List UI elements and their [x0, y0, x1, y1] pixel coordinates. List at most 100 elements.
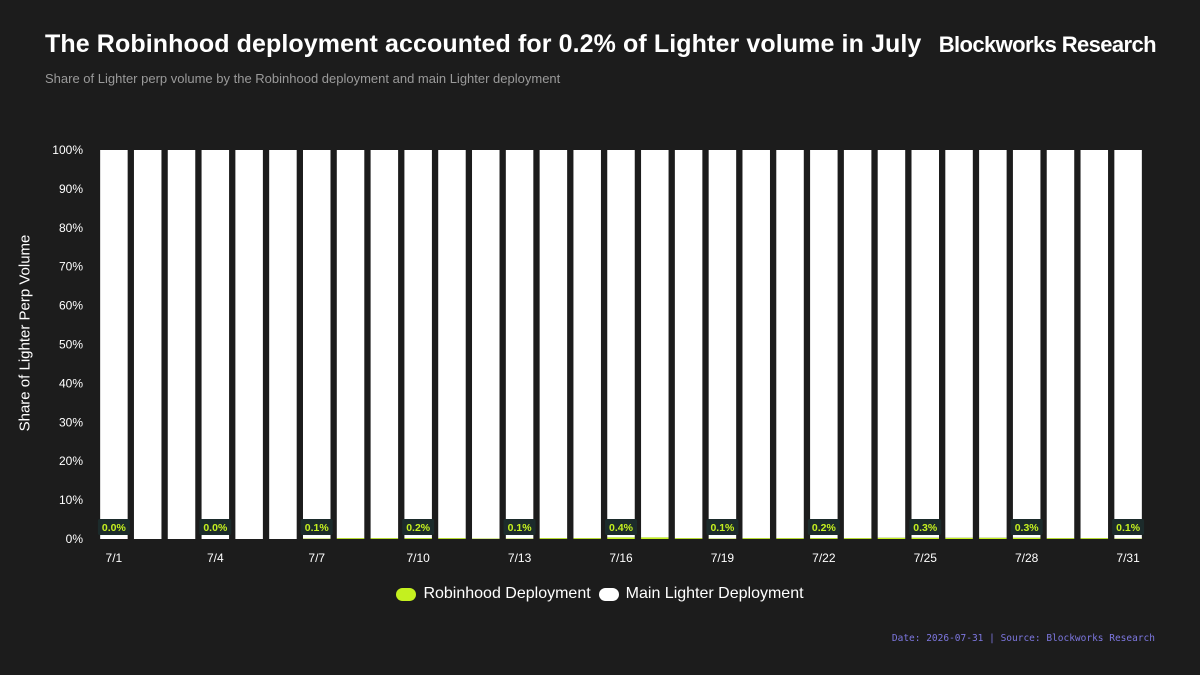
data-label: 0.3%: [1015, 522, 1040, 534]
bar-main-deployment: [776, 150, 804, 539]
bar-main-deployment: [539, 150, 568, 539]
x-tick-label: 7/13: [508, 551, 532, 565]
data-label: 0.0%: [102, 522, 127, 534]
bar-main-deployment: [1046, 150, 1075, 539]
legend-item-robinhood[interactable]: Robinhood Deployment: [396, 585, 591, 603]
y-tick-label: 20%: [59, 454, 83, 468]
legend-swatch-robinhood: [396, 587, 417, 601]
bar-main-deployment: [100, 150, 128, 539]
bar-main-deployment: [945, 150, 973, 538]
y-tick-label: 80%: [59, 221, 83, 235]
data-label: 0.1%: [508, 522, 533, 534]
bar-main-deployment: [641, 150, 669, 538]
x-tick-label: 7/10: [406, 551, 430, 565]
legend-swatch-main: [598, 587, 619, 601]
x-tick-label: 7/16: [609, 551, 633, 565]
bar-main-deployment: [472, 150, 500, 539]
bar-robinhood-deployment: [573, 538, 601, 539]
bar-main-deployment: [708, 150, 737, 539]
y-tick-label: 50%: [59, 338, 83, 352]
bar-main-deployment: [810, 150, 838, 539]
footer-source-text: Source: Blockworks Research: [1000, 633, 1155, 644]
bar-main-deployment: [1114, 150, 1142, 539]
x-tick-label: 7/1: [106, 551, 123, 565]
data-label-box: [1010, 519, 1043, 535]
bar-main-deployment: [404, 150, 432, 539]
y-tick-label: 10%: [59, 493, 83, 507]
data-label: 0.2%: [812, 522, 837, 534]
x-tick-label: 7/7: [308, 551, 325, 565]
bar-robinhood-deployment: [945, 537, 973, 539]
legend-label-main: Main Lighter Deployment: [625, 585, 804, 602]
data-label: 0.1%: [305, 522, 330, 534]
data-label-box: [97, 519, 130, 535]
bar-main-deployment: [1080, 150, 1109, 539]
bar-robinhood-deployment: [1080, 538, 1109, 539]
bar-main-deployment: [235, 150, 263, 539]
brand-logo: Blockworks Research: [938, 32, 1157, 57]
x-tick-label: 7/28: [1015, 551, 1039, 565]
footer-source: Date: 2026-07-31 | Source: Blockworks Re…: [892, 633, 1155, 644]
bar-robinhood-deployment: [370, 538, 399, 539]
bar-main-deployment: [370, 150, 399, 539]
bar-main-deployment: [674, 150, 703, 539]
y-tick-label: 0%: [66, 532, 84, 546]
y-tick-label: 60%: [59, 299, 83, 313]
bar-robinhood-deployment: [1046, 538, 1075, 539]
bar-main-deployment: [438, 150, 466, 539]
data-label-box: [1112, 519, 1145, 535]
bar-main-deployment: [877, 150, 906, 538]
bar-main-deployment: [607, 150, 635, 538]
bar-main-deployment: [269, 150, 297, 539]
footer-date: Date: 2026-07-31: [891, 633, 984, 644]
y-tick-label: 100%: [52, 143, 83, 157]
bar-robinhood-deployment: [843, 538, 872, 539]
bar-robinhood-deployment: [674, 538, 703, 539]
bar-robinhood-deployment: [1012, 537, 1041, 539]
bar-main-deployment: [979, 150, 1007, 538]
bar-main-deployment: [336, 150, 365, 539]
legend-item-main[interactable]: Main Lighter Deployment: [598, 585, 804, 603]
footer-separator: |: [983, 633, 1001, 644]
chart-subtitle: Share of Lighter perp volume by the Robi…: [45, 71, 561, 86]
data-label-box: [402, 519, 435, 535]
bar-main-deployment: [911, 150, 940, 538]
y-tick-label: 90%: [59, 182, 83, 196]
bar-main-deployment: [302, 150, 331, 539]
bar-robinhood-deployment: [607, 537, 635, 539]
chart-legend: Robinhood Deployment Main Lighter Deploy…: [0, 585, 1200, 603]
x-tick-label: 7/19: [711, 551, 735, 565]
data-label-box: [503, 519, 536, 535]
data-label: 0.2%: [406, 522, 431, 534]
data-label-box: [300, 519, 333, 535]
y-tick-label: 70%: [59, 260, 83, 274]
bar-main-deployment: [1012, 150, 1041, 538]
bar-robinhood-deployment: [336, 538, 365, 539]
x-tick-label: 7/31: [1116, 551, 1140, 565]
bar-robinhood-deployment: [911, 537, 940, 539]
data-label: 0.4%: [609, 522, 634, 534]
bar-main-deployment: [843, 150, 872, 539]
bar-main-deployment: [505, 150, 534, 539]
x-tick-label: 7/22: [812, 551, 836, 565]
data-label-box: [199, 519, 232, 535]
legend-label-robinhood: Robinhood Deployment: [423, 585, 591, 602]
data-label: 0.3%: [913, 522, 938, 534]
y-tick-label: 30%: [59, 415, 83, 429]
y-tick-label: 40%: [59, 376, 83, 390]
data-label-box: [807, 519, 840, 535]
bar-main-deployment: [167, 150, 196, 539]
bar-main-deployment: [133, 150, 162, 539]
data-label-box: [605, 519, 637, 535]
data-label-box: [909, 519, 942, 535]
bar-robinhood-deployment: [539, 538, 568, 539]
chart-title: The Robinhood deployment accounted for 0…: [45, 30, 922, 58]
bar-robinhood-deployment: [404, 538, 432, 539]
data-label: 0.0%: [203, 522, 228, 534]
bar-robinhood-deployment: [641, 537, 669, 539]
bar-main-deployment: [742, 150, 770, 539]
bar-main-deployment: [573, 150, 601, 539]
bar-robinhood-deployment: [877, 537, 906, 539]
x-tick-label: 7/4: [207, 551, 224, 565]
